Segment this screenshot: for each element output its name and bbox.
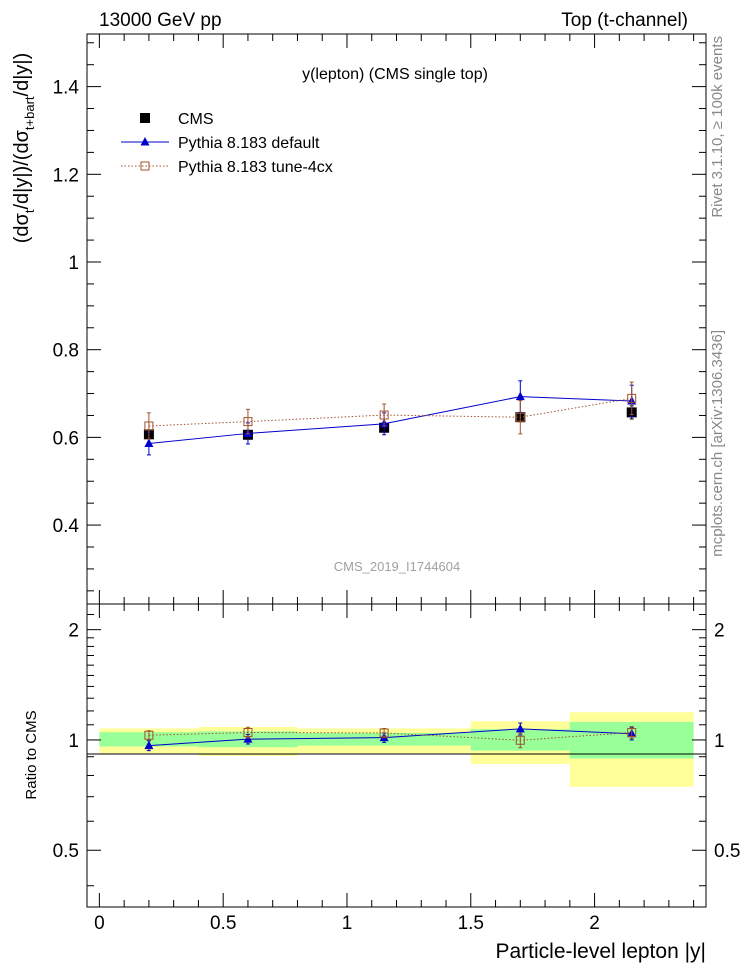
ratio-panel: 0.5 0.5 1 1 2 2 0 0.5 1 1.5 2	[53, 603, 740, 934]
main-axis-ticks: 0.4 0.6 0.8 1 1.2 1.4	[53, 34, 706, 604]
ratio-series	[144, 722, 637, 752]
main-point-default	[144, 438, 154, 448]
main-point-tune	[379, 410, 389, 420]
main-y-tick-label: 1	[68, 253, 79, 274]
main-series-tune	[144, 381, 637, 440]
x-tick-label: 1.5	[458, 913, 484, 934]
ratio-y-tick-label-right: 2	[714, 621, 725, 642]
x-tick-label: 0.5	[210, 913, 236, 934]
ratio-y-tick-label-right: 0.5	[714, 841, 740, 862]
ratio-point-tune	[243, 727, 253, 737]
mcplots-label: mcplots.cern.ch [arXiv:1306.3436]	[709, 330, 726, 557]
ratio-point-tune	[515, 735, 525, 745]
ratio-ylabel: Ratio to CMS	[23, 710, 40, 799]
main-y-tick-label: 1.4	[53, 78, 80, 99]
main-line-tune	[148, 397, 632, 427]
header-right: Top (t-channel)	[561, 10, 688, 31]
ratio-y-tick-label-right: 1	[714, 731, 725, 752]
legend-label-tune: Pythia 8.183 tune-4cx	[178, 159, 333, 176]
ratio-y-tick-label: 1	[68, 731, 79, 752]
legend-entry-default: Pythia 8.183 default	[121, 135, 320, 152]
main-point-default	[515, 391, 525, 401]
main-point-tune	[243, 417, 253, 427]
ratio-uncertainty-bands	[99, 712, 694, 787]
ratio-y-tick-label: 0.5	[53, 841, 79, 862]
ratio-point-default	[243, 734, 253, 743]
legend-marker-cms	[140, 113, 150, 123]
main-point-tune	[144, 421, 154, 431]
legend: CMS Pythia 8.183 default Pythia 8.183 tune…	[121, 111, 333, 176]
ratio-point-default	[515, 723, 525, 733]
legend-marker-default	[140, 137, 150, 146]
chart-title: y(lepton) (CMS single top)	[302, 66, 488, 83]
ratio-frame	[86, 603, 707, 908]
legend-marker-tune	[140, 161, 150, 171]
main-point-tune	[627, 393, 637, 403]
ratio-series-tune	[144, 726, 637, 749]
main-y-tick-label: 0.6	[53, 428, 79, 449]
main-point-tune	[515, 412, 525, 422]
main-panel: y(lepton) (CMS single top) CMS_2019_I174…	[53, 33, 707, 605]
watermark: CMS_2019_I1744604	[334, 559, 461, 574]
ratio-point-tune	[627, 727, 637, 737]
main-y-tick-label: 0.8	[53, 341, 79, 362]
legend-label-cms: CMS	[178, 111, 214, 128]
ratio-y-tick-label: 2	[68, 621, 79, 642]
legend-entry-cms: CMS	[140, 111, 214, 128]
main-ylabel: (dσt/d|y|)/(dσt+bart/d|y|)	[11, 53, 37, 244]
ratio-point-tune	[379, 728, 389, 738]
main-y-tick-label: 0.4	[53, 516, 80, 537]
main-y-tick-label: 1.2	[53, 165, 79, 186]
ratio-axis-ticks: 0.5 0.5 1 1 2 2 0 0.5 1 1.5 2	[53, 604, 740, 934]
x-axis-label: Particle-level lepton |y|	[495, 940, 706, 963]
x-tick-label: 1	[342, 913, 353, 934]
legend-entry-tune: Pythia 8.183 tune-4cx	[121, 159, 333, 176]
x-tick-label: 2	[589, 913, 600, 934]
main-series-default	[144, 380, 637, 456]
header-left: 13000 GeV pp	[99, 10, 222, 31]
legend-label-default: Pythia 8.183 default	[178, 135, 320, 152]
main-series	[143, 380, 637, 456]
ratio-point-default	[144, 740, 154, 750]
x-tick-label: 0	[94, 913, 105, 934]
rivet-label: Rivet 3.1.10, ≥ 100k events	[709, 36, 726, 218]
main-line-default	[148, 396, 632, 445]
ratio-point-tune	[144, 730, 154, 740]
